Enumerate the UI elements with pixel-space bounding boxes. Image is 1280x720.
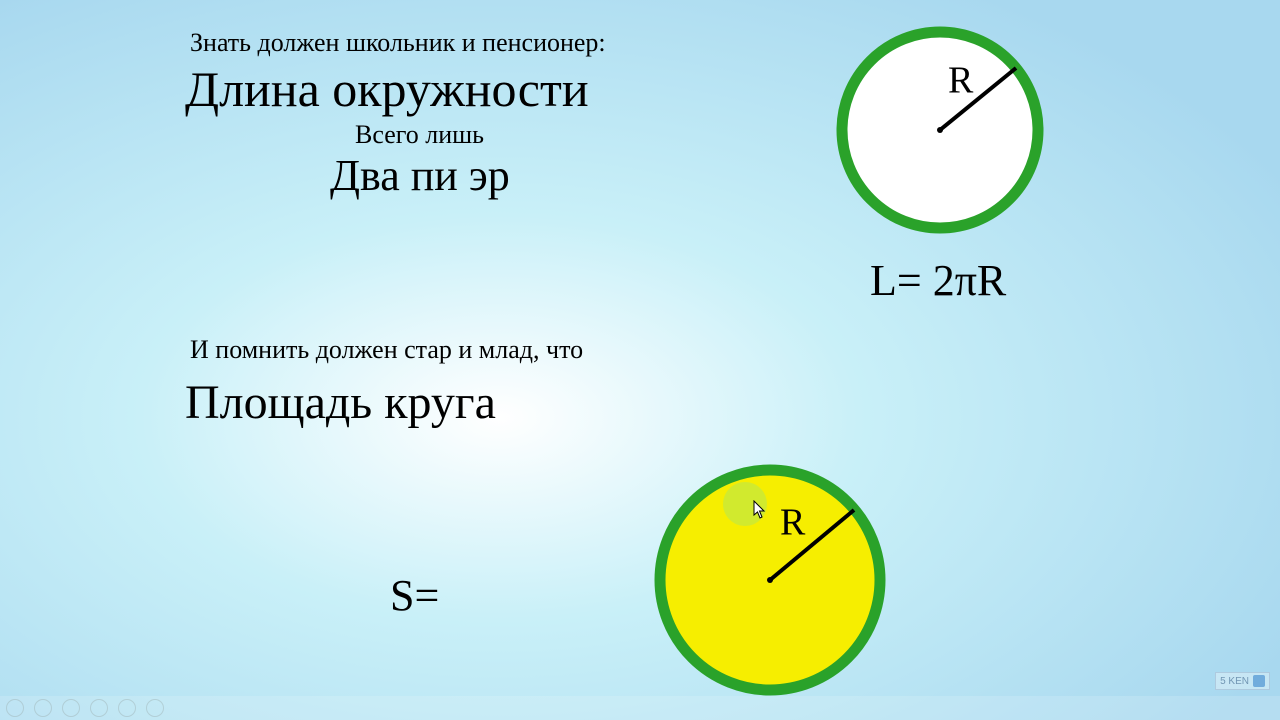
formula-area: S= [390, 570, 439, 621]
title-circumference: Длина окружности [185, 60, 589, 118]
toolbar-prev-button[interactable] [6, 699, 24, 717]
watermark-icon [1253, 675, 1265, 687]
title-area: Площадь круга [185, 375, 496, 430]
circle-circumference-diagram: R [831, 21, 1049, 239]
formula-circumference: L= 2πR [870, 255, 1006, 306]
intro-line-2: Всего лишь [355, 120, 484, 150]
toolbar-more-button[interactable] [146, 699, 164, 717]
toolbar-menu-button[interactable] [90, 699, 108, 717]
toolbar-pen-button[interactable] [62, 699, 80, 717]
watermark: 5 KEN [1215, 672, 1270, 690]
toolbar-zoom-button[interactable] [118, 699, 136, 717]
watermark-text: 5 KEN [1220, 676, 1249, 687]
radius-label-top: R [948, 59, 974, 101]
slide: Знать должен школьник и пенсионер: Длина… [0, 0, 1280, 720]
circle-area-diagram: R [649, 459, 891, 701]
presentation-toolbar [0, 696, 1280, 720]
intro-line-1: Знать должен школьник и пенсионер: [190, 28, 606, 58]
two-pi-r-text: Два пи эр [330, 150, 510, 201]
intro-line-3: И помнить должен стар и млад, что [190, 335, 583, 365]
radius-label-bottom: R [780, 501, 806, 543]
toolbar-next-button[interactable] [34, 699, 52, 717]
